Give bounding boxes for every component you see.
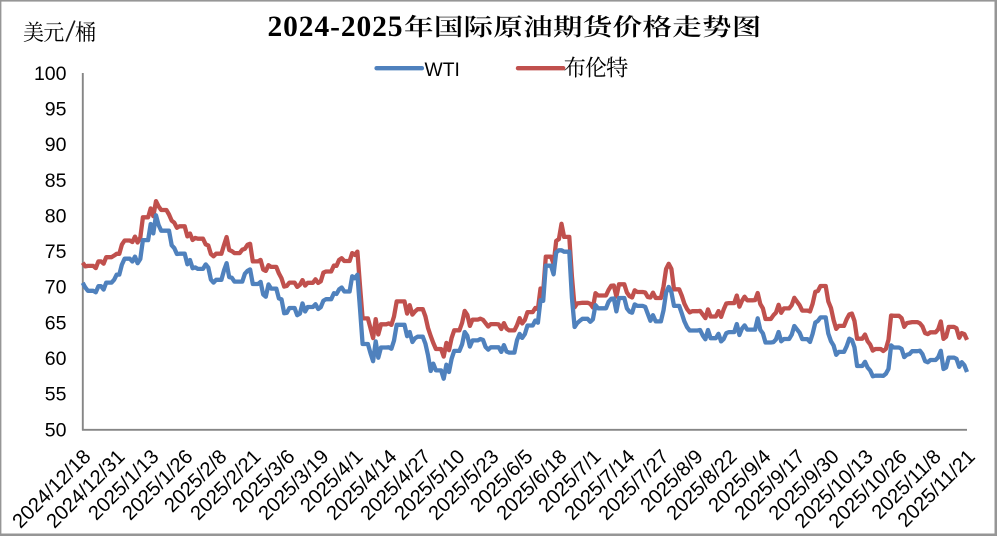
svg-text:100: 100	[34, 63, 67, 85]
svg-text:55: 55	[45, 384, 67, 406]
svg-text:95: 95	[45, 98, 67, 120]
svg-text:2024-2025: 2024-2025	[268, 11, 404, 43]
svg-text:75: 75	[45, 241, 67, 263]
svg-text:85: 85	[45, 170, 67, 192]
svg-text:60: 60	[45, 348, 67, 370]
svg-text:70: 70	[45, 277, 67, 299]
svg-text:90: 90	[45, 134, 67, 156]
svg-text:50: 50	[45, 419, 67, 441]
svg-text:WTI: WTI	[425, 60, 460, 81]
svg-text:80: 80	[45, 205, 67, 227]
svg-text:65: 65	[45, 312, 67, 334]
